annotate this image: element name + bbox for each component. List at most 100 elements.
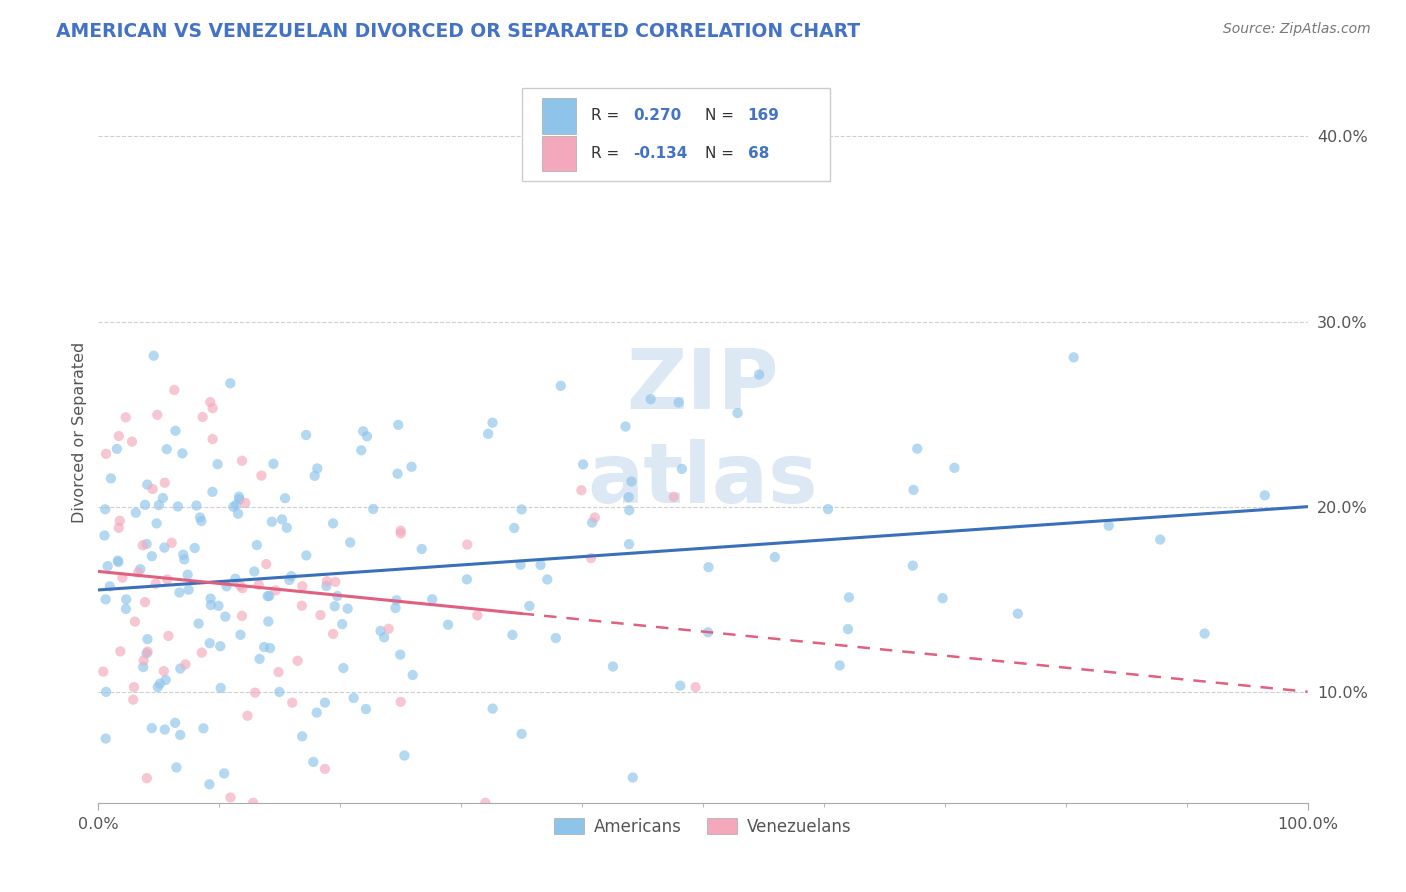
Point	[361, 502, 384, 516]
Point	[389, 695, 412, 709]
Point	[141, 721, 163, 735]
Point	[373, 630, 395, 644]
Point	[276, 521, 298, 535]
Point	[262, 457, 284, 471]
Point	[837, 622, 859, 636]
Point	[135, 646, 157, 660]
Point	[169, 728, 191, 742]
Point	[165, 424, 187, 438]
Point	[115, 602, 138, 616]
Text: -0.134: -0.134	[633, 146, 688, 161]
Point	[145, 516, 167, 531]
Point	[136, 477, 159, 491]
Point	[160, 535, 183, 549]
Point	[207, 599, 229, 613]
Point	[727, 406, 749, 420]
Point	[1194, 626, 1216, 640]
Point	[110, 644, 132, 658]
Point	[219, 790, 242, 805]
Point	[188, 510, 211, 524]
Point	[198, 636, 221, 650]
Point	[145, 576, 167, 591]
Point	[685, 680, 707, 694]
Point	[243, 565, 266, 579]
Point	[215, 579, 238, 593]
Point	[209, 639, 232, 653]
Point	[176, 567, 198, 582]
Point	[132, 660, 155, 674]
Point	[314, 762, 336, 776]
Point	[157, 629, 180, 643]
Text: AMERICAN VS VENEZUELAN DIVORCED OR SEPARATED CORRELATION CHART: AMERICAN VS VENEZUELAN DIVORCED OR SEPAR…	[56, 22, 860, 41]
Point	[697, 560, 720, 574]
Point	[231, 608, 253, 623]
Point	[153, 723, 176, 737]
Point	[387, 467, 409, 481]
Point	[156, 442, 179, 457]
Point	[173, 552, 195, 566]
Point	[254, 557, 277, 571]
Point	[550, 379, 572, 393]
Point	[228, 492, 250, 507]
Point	[136, 645, 159, 659]
Point	[219, 376, 242, 391]
Point	[314, 696, 336, 710]
Point	[107, 429, 129, 443]
Point	[233, 496, 256, 510]
Text: N =: N =	[706, 109, 740, 123]
Point	[253, 640, 276, 654]
Point	[350, 443, 373, 458]
Point	[291, 599, 314, 613]
Point	[264, 583, 287, 598]
Point	[305, 706, 328, 720]
Point	[156, 573, 179, 587]
Point	[323, 599, 346, 614]
Point	[621, 771, 644, 785]
Text: Source: ZipAtlas.com: Source: ZipAtlas.com	[1223, 22, 1371, 37]
Point	[165, 715, 187, 730]
Point	[354, 702, 377, 716]
Point	[193, 721, 215, 735]
Point	[165, 760, 187, 774]
Point	[315, 579, 337, 593]
Point	[569, 483, 592, 498]
Point	[330, 617, 353, 632]
Point	[122, 680, 145, 694]
Point	[94, 685, 117, 699]
Point	[177, 582, 200, 597]
Point	[107, 521, 129, 535]
Point	[828, 658, 851, 673]
FancyBboxPatch shape	[522, 88, 830, 181]
Point	[231, 454, 253, 468]
Point	[134, 595, 156, 609]
Text: ZIP
atlas: ZIP atlas	[588, 345, 818, 520]
Point	[212, 766, 235, 780]
Point	[94, 731, 117, 746]
Point	[384, 601, 406, 615]
Point	[214, 609, 236, 624]
Point	[172, 446, 194, 460]
Point	[93, 528, 115, 542]
Point	[581, 516, 603, 530]
Point	[385, 593, 408, 607]
Point	[187, 616, 209, 631]
Point	[149, 676, 172, 690]
Point	[200, 591, 222, 606]
Point	[315, 574, 337, 589]
Point	[465, 608, 488, 623]
FancyBboxPatch shape	[543, 136, 576, 171]
Point	[132, 653, 155, 667]
Point	[129, 562, 152, 576]
Point	[905, 442, 928, 456]
Point	[332, 661, 354, 675]
Point	[260, 515, 283, 529]
Point	[481, 416, 503, 430]
Point	[1007, 607, 1029, 621]
Point	[309, 608, 332, 623]
Point	[200, 395, 222, 409]
Point	[201, 484, 224, 499]
Point	[257, 615, 280, 629]
Point	[97, 559, 120, 574]
Point	[256, 589, 278, 603]
Point	[401, 459, 423, 474]
